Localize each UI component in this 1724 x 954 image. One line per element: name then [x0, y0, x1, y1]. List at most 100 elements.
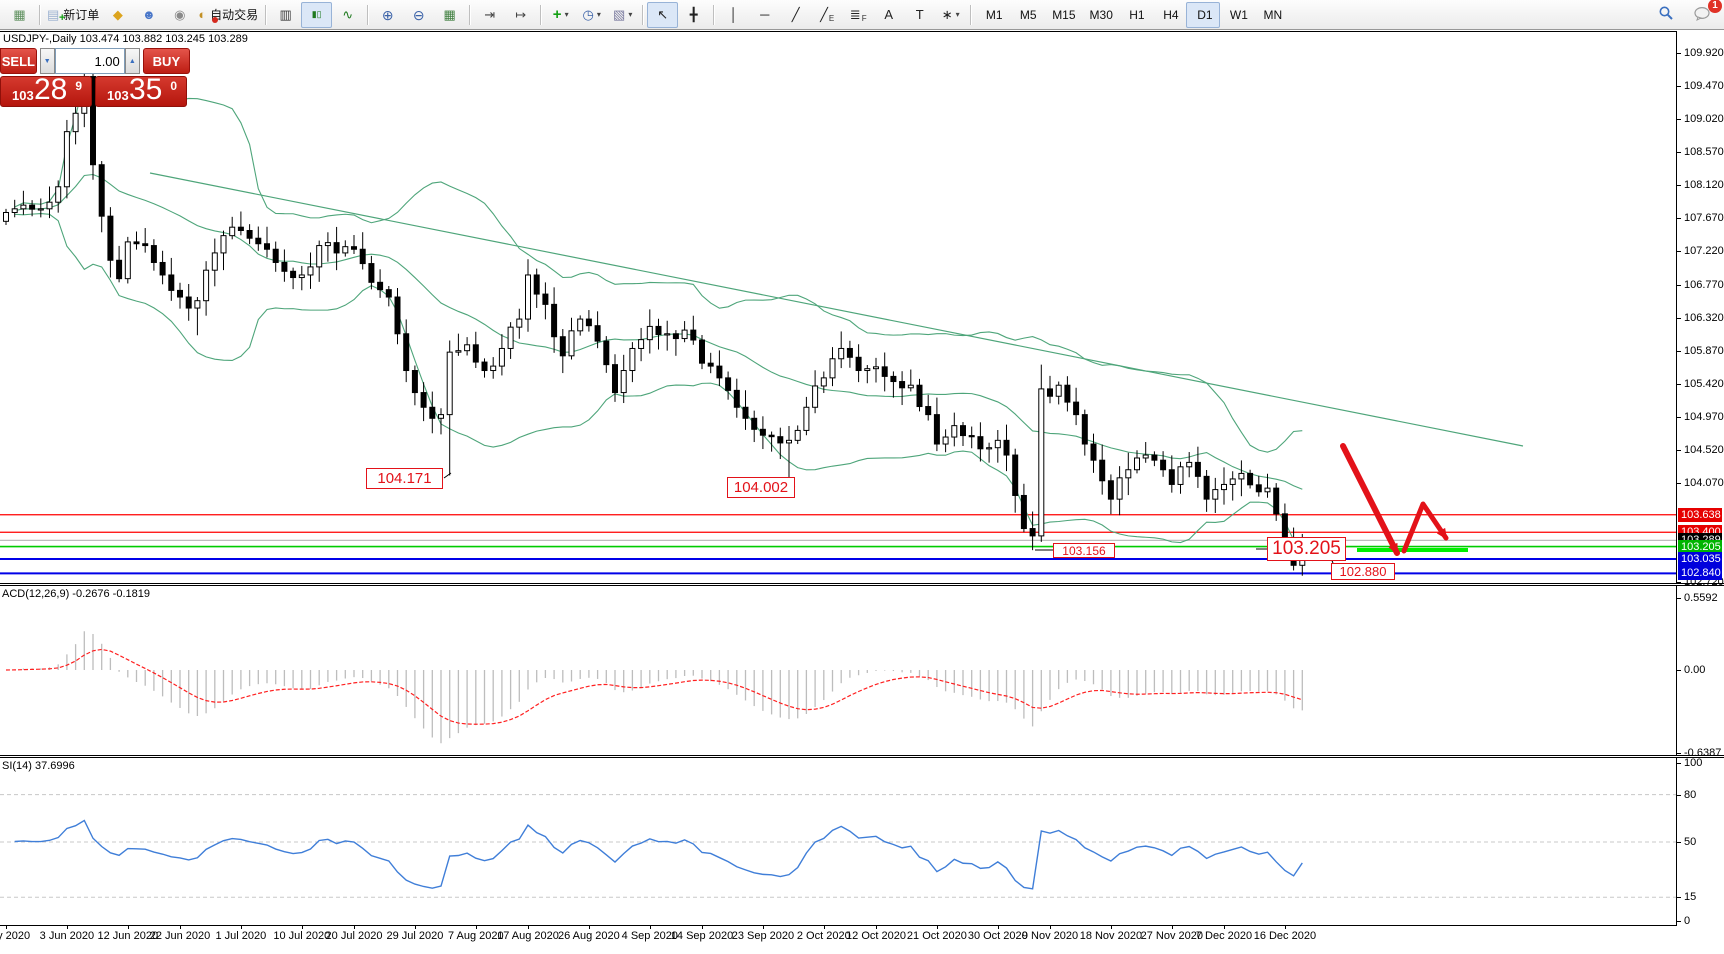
fibonacci-retracement-sub-letter: F: [861, 14, 867, 23]
axis-tick-mark: [936, 925, 938, 929]
tf-m5[interactable]: M5: [1009, 2, 1043, 28]
bar-chart-mode-icon: ▥: [279, 7, 292, 22]
arrows-tool-button[interactable]: ∗ ▾: [935, 2, 966, 28]
sell-price-tile[interactable]: 103 28 9: [0, 73, 92, 107]
candlestick-mode-button[interactable]: ▮▯: [301, 1, 333, 28]
tf-m5-label: M5: [1019, 7, 1037, 22]
axis-tick-mark: [354, 925, 355, 929]
text-button[interactable]: A: [873, 2, 904, 28]
axis-tick-mark: [1677, 794, 1681, 796]
signals-icon: ◉: [174, 7, 186, 22]
tf-mn[interactable]: MN: [1254, 2, 1288, 28]
chevron-down-icon: ▾: [628, 10, 633, 19]
axis-tick-mark: [588, 925, 590, 929]
cursor-button[interactable]: ↖: [647, 1, 679, 28]
tf-d1[interactable]: D1: [1185, 1, 1220, 28]
chart-profile-button[interactable]: ▦: [4, 2, 35, 28]
axis-tick-mark: [1677, 416, 1681, 418]
axis-tick-mark: [1677, 86, 1681, 88]
axis-tick-mark: [301, 925, 303, 929]
equidistant-channel-button[interactable]: ╱ E: [811, 2, 842, 28]
buy-price-tile[interactable]: 103 35 0: [95, 73, 187, 107]
vertical-line-button[interactable]: │: [718, 2, 749, 28]
axis-tick-mark: [1677, 449, 1681, 451]
axis-tick-mark: [240, 925, 242, 929]
date-tick-label: May 2020: [0, 930, 31, 942]
zoom-in-button[interactable]: ⊕: [372, 2, 403, 28]
price-tick-label: 107.670: [1684, 212, 1724, 225]
price-tick-label: 104.520: [1684, 443, 1724, 456]
date-tick-label: 10 Jul 2020: [273, 930, 331, 942]
price-axis[interactable]: 109.920 109.470 109.020 108.570 108.120 107.6…: [1677, 31, 1724, 927]
tf-m15[interactable]: M15: [1043, 2, 1080, 28]
price-chart-pane[interactable]: [0, 32, 1676, 583]
axis-tick-mark: [1677, 763, 1681, 764]
zoom-out-button[interactable]: ⊖: [403, 2, 434, 28]
tf-h4[interactable]: H4: [1152, 2, 1186, 28]
axis-tick-mark: [1677, 383, 1681, 385]
zoom-out-icon: ⊖: [412, 6, 425, 23]
auto-scroll-button[interactable]: ⇥: [474, 2, 505, 28]
date-tick-label: 29 Jul 2020: [386, 930, 444, 942]
new-order-button[interactable]: ▤ + 新订单: [44, 2, 102, 28]
pane-splitter-rsi[interactable]: [0, 755, 1724, 758]
templates-button[interactable]: ▧ ▾: [607, 2, 638, 28]
periods-button[interactable]: ◷ ▾: [576, 2, 607, 28]
rsi-label: SI(14) 37.6996: [2, 760, 75, 772]
axis-tick-mark: [1677, 152, 1681, 154]
pane-splitter-macd[interactable]: [0, 583, 1724, 586]
date-tick-label: 27 Nov 2020: [1140, 930, 1203, 942]
toolbar-separator: [642, 4, 644, 25]
volume-increase-button[interactable]: ▲: [124, 48, 140, 74]
community-button[interactable]: ☻: [133, 2, 164, 28]
axis-tick-mark: [1677, 597, 1681, 599]
tile-windows-button[interactable]: ▦: [434, 2, 465, 28]
indicators-button[interactable]: + ▾: [545, 2, 576, 28]
macd-pane[interactable]: [0, 586, 1676, 755]
indicators-icon: +: [552, 6, 562, 23]
crosshair-button[interactable]: ╋: [678, 2, 709, 28]
signals-button[interactable]: ◉: [164, 2, 195, 28]
horizontal-line-button[interactable]: ─: [749, 2, 780, 28]
zoom-in-icon: ⊕: [381, 6, 394, 23]
tf-m1[interactable]: M1: [975, 2, 1009, 28]
chart-shift-button[interactable]: ↦: [505, 2, 536, 28]
status-dot-icon: [212, 16, 219, 23]
axis-tick-mark: [1677, 119, 1681, 121]
tf-h1[interactable]: H1: [1118, 2, 1152, 28]
axis-tick-mark: [762, 925, 764, 929]
toolbar-buttons: ▦ ▤ + 新订单 ◆ ☻ ◉ ◐ 自动交易 ▥ ▮▯ ∿ ⊕ ⊖ ▦ ⇥ ↦ + ▾ ◷ ▾ ▧ ▾ ↖ ╋ │ ─ ╱ ╱ E ≣ F A T…: [4, 0, 1288, 29]
auto-trading-label: 自动交易: [210, 8, 259, 22]
toolbar-separator: [540, 4, 542, 25]
tf-h1-label: H1: [1129, 7, 1145, 22]
toolbox-button[interactable]: ◆: [102, 2, 133, 28]
line-chart-mode-button[interactable]: ∿: [332, 2, 363, 28]
sell-price-prefix: 103: [12, 88, 34, 103]
volume-input[interactable]: [54, 48, 125, 74]
axis-tick-mark: [127, 925, 129, 929]
tf-m30[interactable]: M30: [1081, 2, 1118, 28]
price-tick-label: 109.920: [1684, 47, 1724, 59]
fibonacci-retracement-button[interactable]: ≣ F: [842, 2, 873, 28]
date-tick-label: 18 Nov 2020: [1079, 930, 1143, 942]
buy-button[interactable]: BUY: [142, 48, 190, 74]
line-chart-mode-icon: ∿: [342, 7, 354, 22]
date-tick-label: 1 Jul 2020: [215, 930, 267, 942]
date-tick-label: 7 Dec 2020: [1195, 930, 1253, 942]
search-button[interactable]: [1650, 2, 1681, 28]
bar-chart-mode-button[interactable]: ▥: [270, 2, 301, 28]
templates-icon: ▧: [613, 7, 626, 22]
sell-button[interactable]: SELL: [0, 48, 37, 74]
text-label-button[interactable]: T: [904, 2, 935, 28]
axis-tick-mark: [66, 925, 68, 929]
volume-decrease-button[interactable]: ▼: [39, 48, 55, 74]
rsi-pane[interactable]: [0, 758, 1676, 925]
tf-w1[interactable]: W1: [1220, 2, 1254, 28]
trendline-button[interactable]: ╱: [780, 2, 811, 28]
auto-trading-button[interactable]: ◐ 自动交易: [195, 2, 261, 28]
community-icon: ☻: [141, 7, 156, 22]
chart-profile-icon: ▦: [13, 7, 26, 22]
axis-tick-mark: [528, 925, 529, 929]
notifications-button[interactable]: 1: [1687, 0, 1722, 28]
